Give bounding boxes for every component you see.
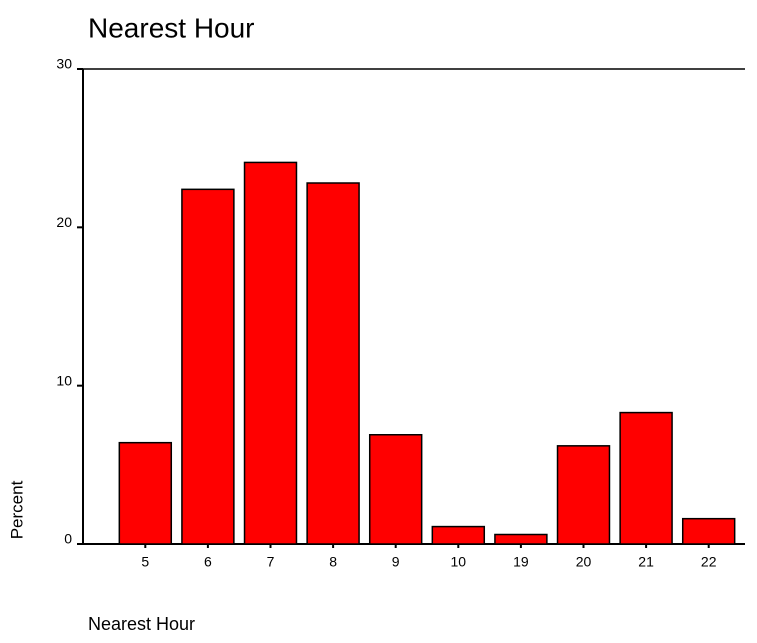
- bar: [681, 517, 736, 545]
- x-tick-label: 6: [204, 554, 212, 570]
- bar: [556, 445, 611, 545]
- x-tick-label: 19: [513, 554, 529, 570]
- chart-title: Nearest Hour: [88, 12, 255, 43]
- y-tick-label: 10: [56, 372, 72, 388]
- y-tick-label: 0: [64, 531, 72, 547]
- x-tick-label: 5: [141, 554, 149, 570]
- bar: [243, 161, 298, 545]
- bar: [181, 188, 235, 545]
- x-tick-label: 7: [267, 554, 275, 570]
- x-tick-label: 10: [451, 554, 467, 570]
- x-tick-label: 8: [329, 554, 337, 570]
- bar: [368, 434, 423, 545]
- x-axis-label: Nearest Hour: [88, 614, 195, 634]
- bar: [118, 441, 173, 545]
- x-tick-label: 20: [576, 554, 592, 570]
- bar: [494, 533, 548, 545]
- x-tick-label: 9: [392, 554, 400, 570]
- bar: [431, 525, 486, 545]
- y-tick-label: 30: [56, 56, 72, 72]
- x-tick-label: 22: [701, 554, 717, 570]
- y-tick-label: 20: [56, 214, 72, 230]
- y-axis-label: Percent: [7, 480, 26, 539]
- x-tick-label: 21: [638, 554, 654, 570]
- bar: [619, 411, 673, 545]
- bar: [306, 182, 360, 545]
